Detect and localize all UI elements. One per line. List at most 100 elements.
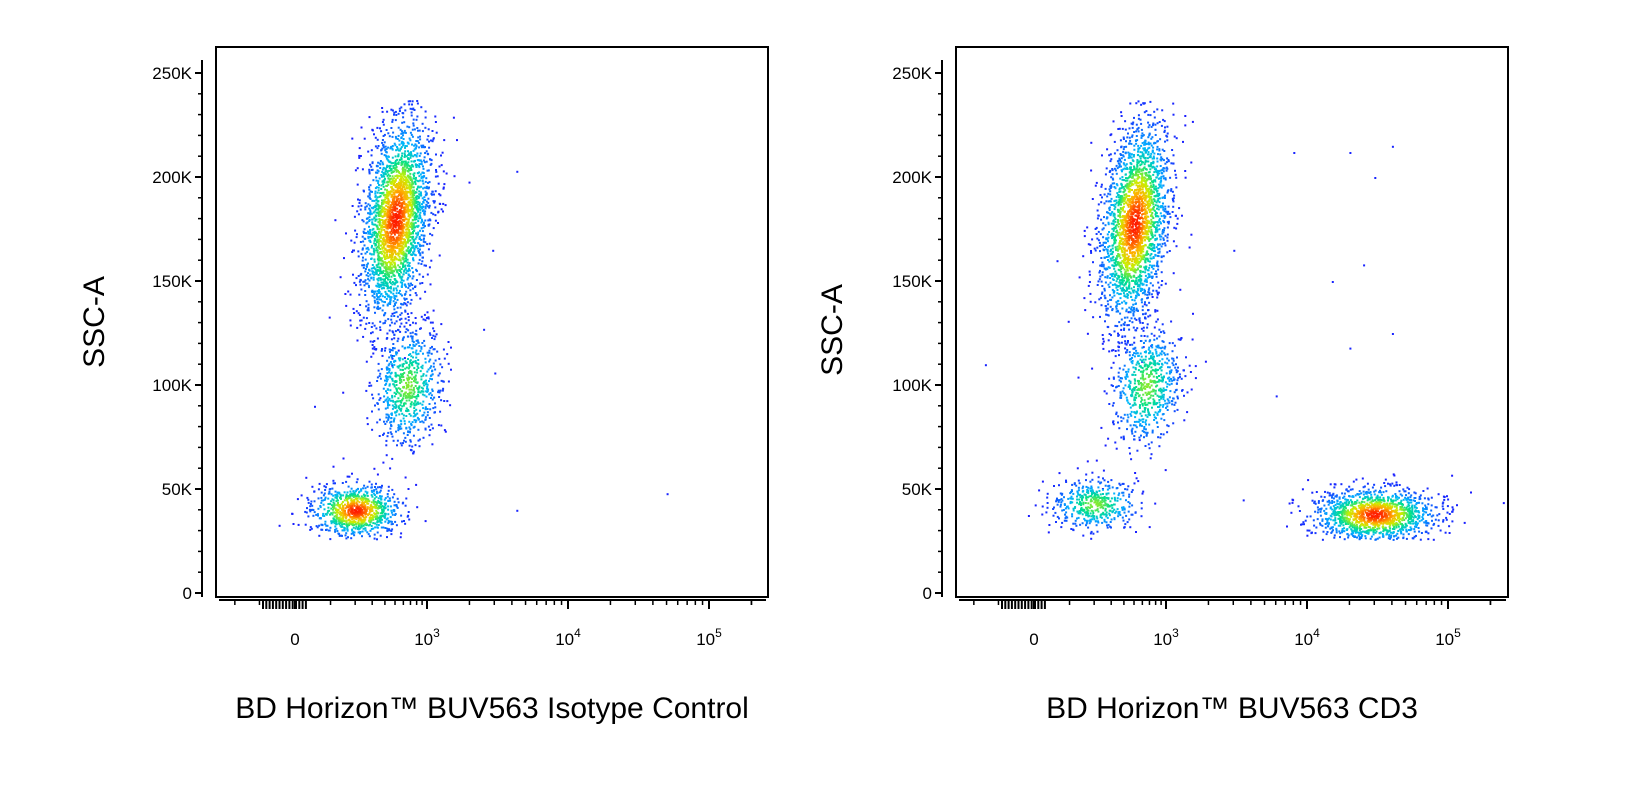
event-dot [400,207,403,209]
event-dot [376,191,379,194]
event-dot [371,505,374,508]
event-dot [427,368,430,371]
event-dot [1098,241,1101,244]
event-dot [340,517,343,520]
event-dot [432,327,435,330]
event-dot [387,519,390,522]
event-dot [397,501,400,504]
event-dot [1103,390,1106,393]
event-dot [398,183,401,186]
event-dot [1447,498,1450,501]
event-dot [405,249,408,252]
event-dot [414,237,417,240]
event-dot [437,424,440,427]
event-dot [403,238,405,241]
event-dot [376,421,379,424]
event-dot [306,507,308,510]
event-dot [319,506,322,509]
event-dot [401,241,404,244]
event-dot [358,522,361,525]
event-dot [399,442,402,445]
event-dot [407,157,409,160]
event-dot [342,506,344,509]
event-dot [347,506,350,509]
event-dot [420,160,423,163]
event-dot [410,355,413,358]
event-dot [358,527,361,530]
event-dot [1363,485,1366,488]
event-dot [1392,538,1395,541]
event-dot [425,374,428,377]
event-dot [364,202,367,205]
event-dot [393,228,396,231]
event-dot [1100,280,1103,283]
event-dot [402,432,405,435]
event-dot [375,207,378,210]
event-dot [388,369,391,372]
event-dot [1184,115,1187,117]
event-dot [395,170,398,173]
event-dot [384,210,387,213]
event-dot [354,521,357,523]
event-dot [375,501,378,504]
event-dot [380,526,383,529]
event-dot [402,373,404,376]
event-dot [1118,127,1121,130]
event-dot [387,181,390,184]
event-dot [369,228,371,231]
event-dot [394,164,397,167]
event-dot [401,257,404,260]
event-dot [388,415,390,418]
event-dot [384,312,387,314]
event-dot [404,283,406,286]
event-dot [349,521,352,524]
event-dot [430,423,433,426]
event-dot [361,264,364,267]
event-dot [375,179,378,182]
event-dot [414,205,417,208]
event-dot [384,219,387,222]
event-dot [343,491,346,494]
event-dot [434,219,437,222]
event-dot [433,330,436,333]
event-dot [422,221,425,224]
event-dot [412,344,415,347]
event-dot [407,142,410,145]
event-dot [1107,437,1110,440]
event-dot [377,252,380,255]
event-dot [427,317,430,320]
event-dot [356,326,359,329]
event-dot [386,283,389,286]
event-dot [397,426,400,429]
event-dot [400,407,403,410]
event-dot [1155,320,1158,323]
event-dot [1306,515,1309,518]
event-dot [372,397,375,400]
event-dot [400,532,403,535]
event-dot [392,162,395,165]
event-dot [1154,310,1157,313]
event-dot [419,159,422,162]
event-dot [410,210,413,213]
event-dot [422,224,424,226]
event-dot [419,282,422,285]
event-dot [391,118,394,121]
event-dot [402,273,405,276]
event-dot [433,193,435,196]
event-dot [415,176,417,179]
event-dot [362,498,365,501]
event-dot [379,283,382,286]
event-dot [398,273,400,275]
event-dot [362,230,365,233]
event-dot [396,237,399,240]
event-dot [390,206,392,209]
event-dot [397,254,400,257]
event-dot [390,433,393,435]
event-dot [386,236,389,238]
event-dot [423,196,426,199]
event-dot [391,250,394,253]
event-dot [365,265,368,268]
event-dot [378,518,381,521]
event-dot [408,420,411,423]
event-dot [1313,524,1316,527]
